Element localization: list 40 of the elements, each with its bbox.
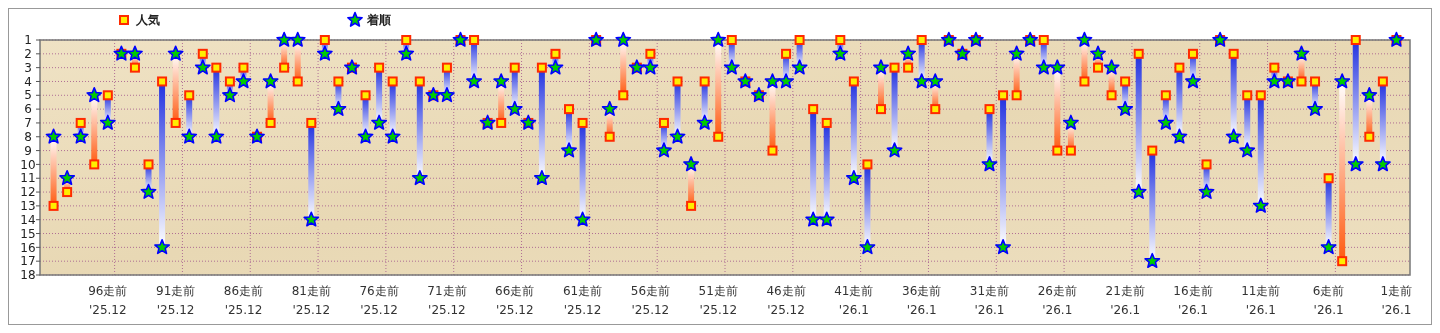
x-tick-label: 26走前 '26.1 xyxy=(1037,284,1077,317)
x-tick-label: 56走前 '25.12 xyxy=(630,284,671,317)
x-tick-label: 11走前 '26.1 xyxy=(1241,284,1281,317)
y-tick-label: 11 xyxy=(20,171,36,186)
y-tick-label: 6 xyxy=(24,102,32,117)
x-tick-label: 81走前 '25.12 xyxy=(291,284,331,317)
y-tick-label: 5 xyxy=(24,88,32,103)
x-tick-label: 76走前 '25.12 xyxy=(359,284,399,317)
legend-label: 人気 xyxy=(135,13,160,28)
y-tick-label: 15 xyxy=(20,226,36,241)
y-tick-label: 2 xyxy=(24,47,32,62)
x-tick-label: 1走前 '26.1 xyxy=(1380,284,1413,317)
y-tick-label: 14 xyxy=(20,212,36,227)
x-tick-label: 21走前 '26.1 xyxy=(1105,284,1145,317)
x-tick-label: 71走前 '25.12 xyxy=(427,284,467,317)
y-tick-label: 8 xyxy=(24,129,32,144)
legend-label: 着順 xyxy=(366,13,391,28)
y-tick-label: 10 xyxy=(20,157,36,172)
x-tick-label: 91走前 '25.12 xyxy=(156,284,196,317)
x-tick-label: 31走前 '26.1 xyxy=(969,284,1010,317)
y-tick-label: 17 xyxy=(20,254,36,269)
y-tick-label: 16 xyxy=(20,240,36,255)
y-tick-label: 7 xyxy=(24,116,32,131)
y-tick-label: 18 xyxy=(20,268,36,283)
x-tick-label: 66走前 '25.12 xyxy=(495,284,535,317)
x-tick-label: 51走前 '25.12 xyxy=(698,284,738,317)
y-tick-label: 4 xyxy=(24,74,32,89)
x-tick-label: 16走前 '26.1 xyxy=(1173,284,1213,317)
x-tick-label: 36走前 '26.1 xyxy=(902,284,942,317)
y-tick-label: 1 xyxy=(24,33,32,48)
y-tick-label: 13 xyxy=(20,199,36,214)
x-tick-label: 61走前 '25.12 xyxy=(562,284,603,317)
y-tick-label: 9 xyxy=(24,143,32,158)
x-tick-label: 6走前 '26.1 xyxy=(1312,284,1345,317)
y-tick-label: 12 xyxy=(20,185,36,200)
x-tick-label: 46走前 '25.12 xyxy=(766,284,806,317)
x-tick-label: 86走前 '25.12 xyxy=(223,284,264,317)
x-tick-label: 96走前 '25.12 xyxy=(88,284,128,317)
y-tick-label: 3 xyxy=(24,60,32,75)
x-tick-label: 41走前 '26.1 xyxy=(834,284,874,317)
